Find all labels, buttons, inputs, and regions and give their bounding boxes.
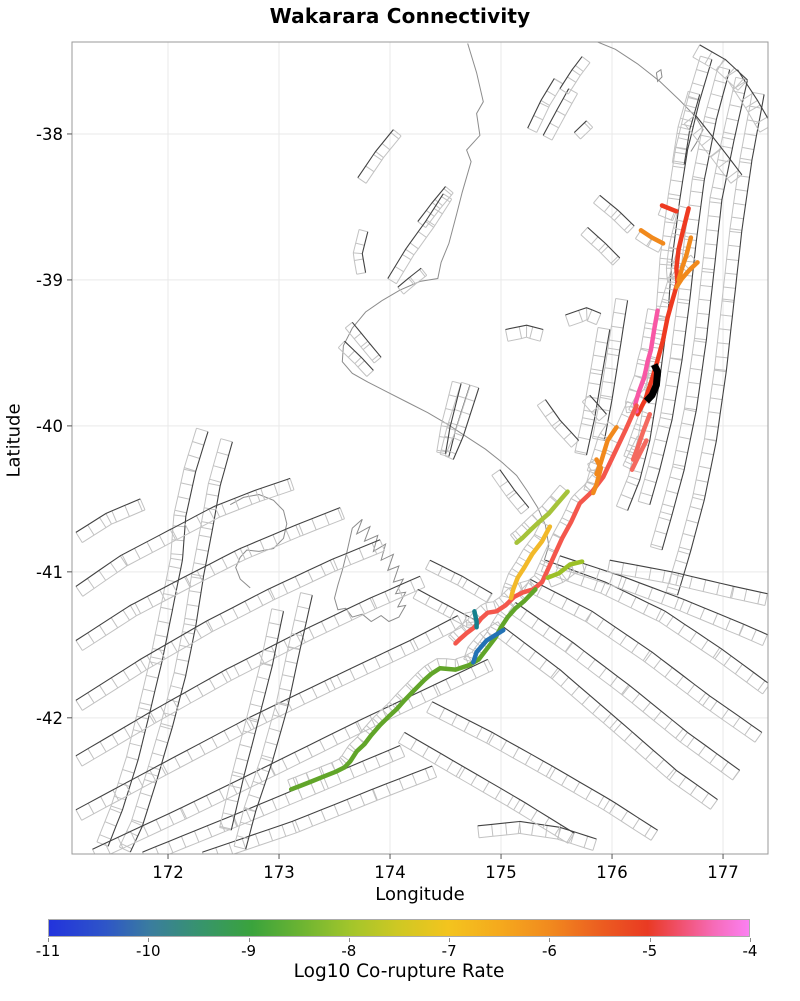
- x-tick-label: 172: [152, 863, 184, 882]
- source-fault-trace: [643, 363, 662, 404]
- y-tick-label: -42: [36, 709, 63, 728]
- y-tick-label: -41: [36, 563, 63, 582]
- rupture-trace: [638, 228, 666, 246]
- colorbar-tick-label: -6: [541, 942, 557, 960]
- colorbar-tick-label: -10: [136, 942, 161, 960]
- x-axis-label: Longitude: [375, 884, 465, 905]
- rupture-trace: [471, 627, 506, 665]
- rupture-trace: [633, 308, 660, 414]
- colorbar-tick-label: -9: [241, 942, 257, 960]
- y-tick-label: -40: [36, 417, 63, 436]
- rupture-trace: [635, 206, 691, 417]
- rupture-trace: [545, 559, 585, 580]
- colorbar-gradient: [48, 919, 750, 937]
- colorbar-tick-mark: [649, 938, 651, 942]
- x-tick-label: 174: [374, 863, 406, 882]
- coastline: [229, 493, 288, 589]
- rupture-trace: [659, 203, 679, 214]
- figure-title: Wakarara Connectivity: [269, 4, 531, 28]
- colorbar-tick-mark: [750, 938, 751, 942]
- colorbar-tick-label: -7: [441, 942, 457, 960]
- x-tick-label: 175: [485, 863, 517, 882]
- rupture-trace: [514, 489, 570, 545]
- coastline: [341, 43, 550, 561]
- rupture-trace: [674, 260, 700, 290]
- colorbar-tick-label: -11: [35, 942, 61, 960]
- plot-frame: [71, 41, 769, 855]
- y-axis-label: Latitude: [3, 403, 25, 478]
- y-tick-label: -39: [36, 271, 63, 290]
- rupture-trace: [288, 587, 538, 792]
- colorbar-tick-label: -8: [341, 942, 357, 960]
- rupture-trace: [630, 411, 653, 462]
- coastline: [655, 68, 663, 83]
- rupture-trace: [508, 524, 553, 601]
- colorbar-tick-mark: [549, 938, 551, 942]
- colorbar-tick-mark: [248, 938, 250, 942]
- y-tick-label: -38: [36, 125, 63, 144]
- colorbar-label: Log10 Co-rupture Rate: [293, 961, 505, 982]
- plot-area: [72, 42, 768, 854]
- rupture-trace: [676, 235, 694, 283]
- rupture-trace: [629, 438, 649, 472]
- colorbar-tick-mark: [148, 938, 150, 942]
- x-tick-label: 176: [596, 863, 628, 882]
- x-tick-label: 173: [263, 863, 295, 882]
- rupture-trace: [472, 609, 479, 630]
- x-tick-label: 177: [707, 863, 739, 882]
- coastline: [597, 42, 704, 152]
- colorbar-tick-label: -4: [742, 942, 758, 960]
- rupture-trace: [590, 457, 604, 496]
- coastline: [333, 518, 407, 623]
- colorbar-tick-mark: [348, 938, 350, 942]
- colorbar-tick-label: -5: [642, 942, 658, 960]
- colorbar-tick-mark: [48, 938, 49, 942]
- colorbar-tick-mark: [449, 938, 451, 942]
